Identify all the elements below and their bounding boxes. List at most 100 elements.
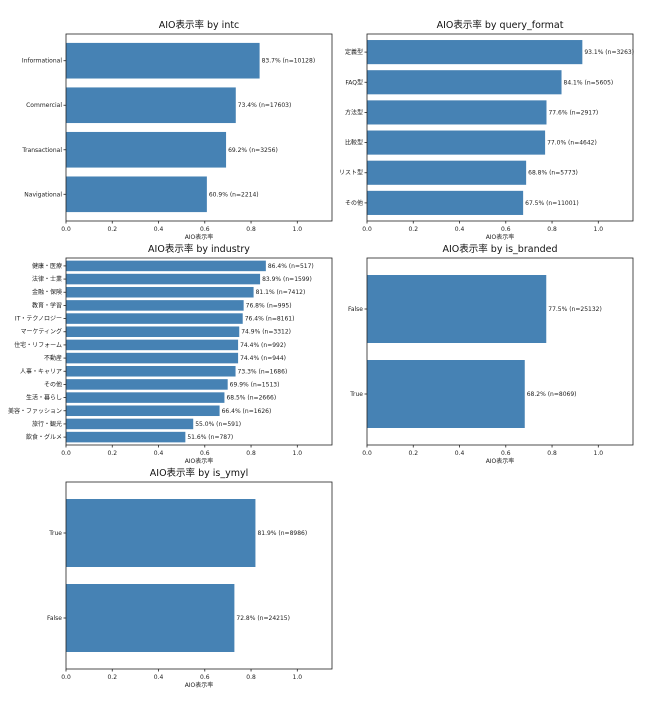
data-label: 81.1% (n=7412) — [256, 289, 306, 296]
category-label: リスト型 — [339, 169, 363, 177]
x-tick-label: 0.2 — [408, 450, 418, 457]
x-tick-label: 0.8 — [547, 226, 557, 233]
data-label: 68.2% (n=8069) — [527, 391, 577, 398]
x-tick-label: 0.0 — [61, 450, 71, 457]
category-label: マーケティング — [20, 328, 62, 336]
x-tick-label: 0.6 — [200, 226, 210, 233]
x-tick-label: 1.0 — [293, 674, 303, 681]
chart-is-branded: AIO表示率 by is_branded False 77.5% (n=25132)… — [348, 243, 634, 465]
chart-is-ymyl: AIO表示率 by is_ymyl True 81.9% (n=8986) False… — [47, 467, 333, 689]
x-tick-label: 0.8 — [246, 674, 256, 681]
bar — [367, 160, 527, 185]
x-tick-label: 0.6 — [501, 450, 511, 457]
plot-frame — [366, 33, 634, 222]
bar — [367, 40, 583, 65]
bar — [367, 360, 525, 428]
chart-title: AIO表示率 by intc — [159, 19, 240, 31]
bar — [367, 190, 524, 215]
category-label: 旅行・観光 — [32, 420, 62, 428]
x-tick-label: 0.2 — [408, 226, 418, 233]
category-label: 不動産 — [44, 354, 62, 362]
bar — [66, 365, 236, 377]
bar — [367, 70, 562, 95]
plot-frame — [65, 33, 333, 222]
plot-frame — [65, 481, 333, 670]
category-label: 飲食・グルメ — [26, 433, 62, 441]
data-label: 69.9% (n=1513) — [230, 381, 280, 388]
data-label: 55.0% (n=591) — [195, 421, 241, 428]
data-label: 76.4% (n=8161) — [245, 316, 295, 323]
bar — [66, 326, 240, 338]
category-label: True — [349, 391, 363, 398]
data-label: 81.9% (n=8986) — [257, 530, 307, 537]
data-label: 76.8% (n=995) — [246, 302, 292, 309]
x-tick-label: 0.4 — [455, 226, 465, 233]
category-label: False — [348, 306, 363, 313]
x-tick-label: 0.4 — [154, 450, 164, 457]
bar — [66, 176, 207, 213]
data-label: 73.3% (n=1686) — [238, 368, 288, 375]
category-label: 定義型 — [345, 48, 363, 56]
x-tick-label: 0.6 — [200, 674, 210, 681]
category-label: 健康・医療 — [32, 262, 62, 270]
category-label: Navigational — [24, 191, 62, 198]
bar — [66, 584, 235, 652]
x-tick-label: 1.0 — [293, 226, 303, 233]
data-label: 68.8% (n=5773) — [528, 170, 578, 177]
data-label: 72.8% (n=24215) — [236, 615, 290, 622]
data-label: 83.7% (n=10128) — [262, 58, 316, 65]
category-label: True — [48, 530, 62, 537]
category-label: 美容・ファッション — [8, 407, 62, 415]
data-label: 69.2% (n=3256) — [228, 147, 278, 154]
bar — [66, 499, 256, 567]
x-tick-label: 0.8 — [246, 450, 256, 457]
x-tick-label: 0.8 — [246, 226, 256, 233]
chart-title: AIO表示率 by query_format — [437, 19, 564, 31]
x-tick-label: 0.0 — [362, 226, 372, 233]
x-tick-label: 0.4 — [154, 674, 164, 681]
x-axis-label: AIO表示率 — [486, 457, 515, 465]
data-label: 60.9% (n=2214) — [209, 191, 259, 198]
chart-title: AIO表示率 by industry — [148, 243, 250, 255]
category-label: IT・テクノロジー — [15, 316, 62, 323]
category-label: Transactional — [21, 147, 62, 154]
data-label: 86.4% (n=517) — [268, 263, 314, 270]
bar — [66, 313, 243, 324]
category-label: FAQ型 — [345, 78, 363, 86]
data-label: 66.4% (n=1626) — [222, 408, 272, 415]
x-axis-label: AIO表示率 — [486, 233, 515, 241]
bar — [66, 392, 225, 403]
plot-frame — [366, 257, 634, 446]
data-label: 68.5% (n=2666) — [226, 395, 276, 402]
bar — [66, 405, 220, 417]
x-axis-label: AIO表示率 — [185, 681, 214, 689]
bar — [66, 352, 239, 364]
x-tick-label: 0.0 — [362, 450, 372, 457]
category-label: Informational — [22, 58, 62, 65]
bar — [66, 273, 261, 285]
x-axis-label: AIO表示率 — [185, 233, 214, 241]
chart-title: AIO表示率 by is_branded — [443, 243, 558, 255]
data-label: 74.4% (n=944) — [240, 355, 286, 362]
x-tick-label: 0.0 — [61, 226, 71, 233]
x-tick-label: 0.2 — [107, 450, 117, 457]
bar — [66, 339, 239, 351]
data-label: 93.1% (n=3263) — [584, 49, 634, 56]
chart-intc: AIO表示率 by intc Informational 83.7% (n=1012… — [21, 19, 333, 241]
category-label: False — [47, 615, 62, 622]
category-label: その他 — [345, 199, 363, 207]
bar — [66, 42, 260, 79]
x-tick-label: 0.6 — [200, 450, 210, 457]
bar — [66, 260, 266, 272]
category-label: Commercial — [26, 102, 62, 109]
bar — [66, 300, 244, 311]
data-label: 74.9% (n=3312) — [241, 329, 291, 336]
bar — [367, 130, 546, 155]
data-label: 51.6% (n=787) — [187, 434, 233, 441]
x-tick-label: 0.0 — [61, 674, 71, 681]
data-label: 67.5% (n=11001) — [525, 200, 579, 207]
bar — [66, 87, 236, 124]
x-tick-label: 0.4 — [154, 226, 164, 233]
category-label: 比較型 — [345, 139, 363, 147]
bar — [367, 275, 547, 343]
